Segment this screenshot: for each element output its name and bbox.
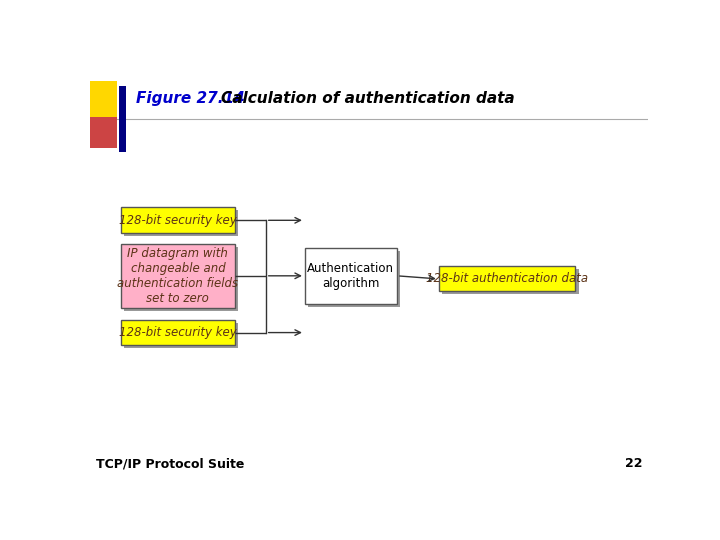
Text: Calculation of authentication data: Calculation of authentication data [200, 91, 515, 105]
Bar [121, 207, 235, 233]
Text: 22: 22 [625, 457, 642, 470]
Text: Figure 27.14: Figure 27.14 [136, 91, 245, 105]
Text: Authentication
algorithm: Authentication algorithm [307, 262, 395, 290]
Bar [90, 82, 117, 117]
Bar [442, 269, 579, 294]
Bar [305, 248, 397, 304]
Text: 128-bit security key: 128-bit security key [119, 326, 237, 339]
Text: TCP/IP Protocol Suite: TCP/IP Protocol Suite [96, 457, 244, 470]
Bar [308, 251, 400, 307]
Text: 128-bit authentication data: 128-bit authentication data [426, 273, 588, 286]
Bar [438, 266, 575, 292]
Bar [90, 117, 117, 148]
Text: IP datagram with
changeable and
authentication fields
set to zero: IP datagram with changeable and authenti… [117, 247, 238, 305]
Bar [124, 322, 238, 348]
Bar [121, 244, 235, 308]
Bar [124, 211, 238, 236]
Text: 128-bit security key: 128-bit security key [119, 214, 237, 227]
Bar [119, 85, 126, 152]
Bar [121, 320, 235, 346]
Bar [124, 246, 238, 311]
